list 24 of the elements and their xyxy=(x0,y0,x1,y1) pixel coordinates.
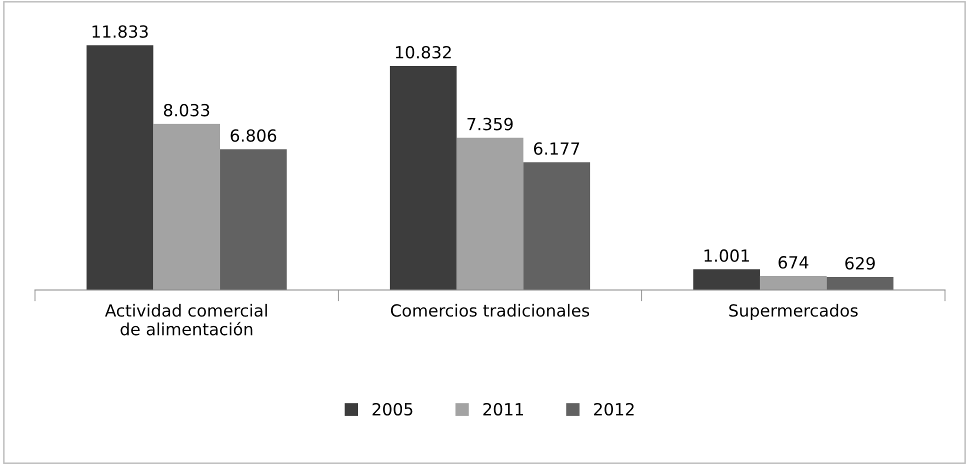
bar xyxy=(826,276,894,290)
x-tick-label: Actividad comercial de alimentación xyxy=(105,304,267,336)
legend-label: 2005 xyxy=(372,402,412,416)
data-label: 6.806 xyxy=(230,129,276,142)
legend-label: 2012 xyxy=(594,402,634,416)
bar xyxy=(153,124,220,290)
data-label: 1.001 xyxy=(704,249,749,262)
data-label: 10.832 xyxy=(396,46,451,59)
data-label: 629 xyxy=(845,256,875,270)
x-tick-label: Supermercados xyxy=(729,304,858,320)
x-tick-label: Comercios tradicionales xyxy=(390,304,590,317)
legend-label: 2011 xyxy=(483,402,523,416)
bar xyxy=(693,269,760,290)
bar xyxy=(523,162,590,290)
data-label: 7.359 xyxy=(468,118,513,130)
bar xyxy=(220,149,287,290)
data-label: 6.177 xyxy=(534,142,580,155)
bar xyxy=(456,138,524,290)
data-label: 674 xyxy=(778,256,808,269)
data-label: 8.033 xyxy=(164,104,210,116)
bar xyxy=(760,276,827,290)
data-label: 11.833 xyxy=(92,25,148,38)
bar xyxy=(390,66,457,290)
bar xyxy=(86,45,154,290)
